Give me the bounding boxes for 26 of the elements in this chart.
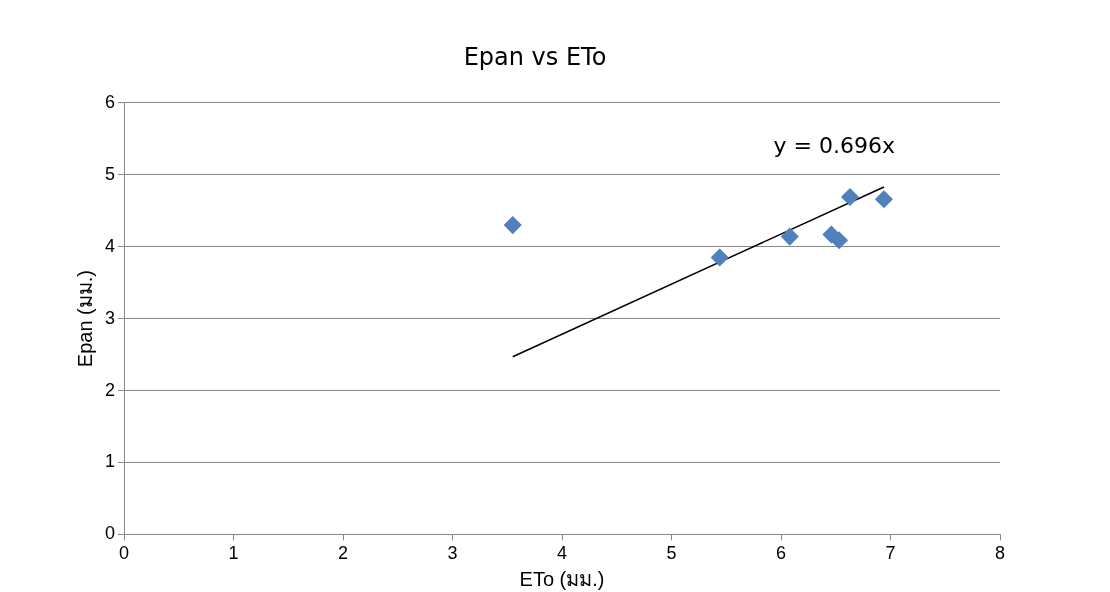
- y-tick-label: 6: [105, 91, 116, 112]
- y-tick-label: 0: [105, 523, 116, 544]
- point: [503, 216, 522, 234]
- x-tick-label: 1: [228, 543, 239, 564]
- x-tick-label: 6: [775, 543, 787, 564]
- point: [841, 188, 859, 206]
- annotation: y = 0.696x: [773, 132, 895, 158]
- x-tick-label: 7: [885, 543, 896, 564]
- x-axis-title: ETo (มม.): [519, 567, 605, 590]
- x-tick-label: 3: [447, 543, 458, 564]
- y-axis-title: Epan (มม.): [73, 270, 96, 368]
- y-tick-label: 3: [105, 307, 116, 328]
- x-tick-label: 4: [557, 543, 568, 564]
- point: [781, 227, 799, 246]
- y-tick-label: 4: [105, 235, 116, 256]
- x-tick-label: 8: [994, 543, 1006, 564]
- y-tick-label: 5: [105, 163, 116, 184]
- point: [830, 231, 848, 249]
- point: [875, 190, 893, 208]
- y-tick-label: 1: [105, 451, 116, 472]
- x-tick-label: 2: [338, 543, 349, 564]
- x-tick-label: 0: [119, 543, 130, 564]
- y-tick-label: 2: [105, 379, 116, 400]
- chart-title: Epan vs ETo: [463, 42, 607, 71]
- x-tick-label: 5: [666, 543, 677, 564]
- point: [710, 248, 729, 267]
